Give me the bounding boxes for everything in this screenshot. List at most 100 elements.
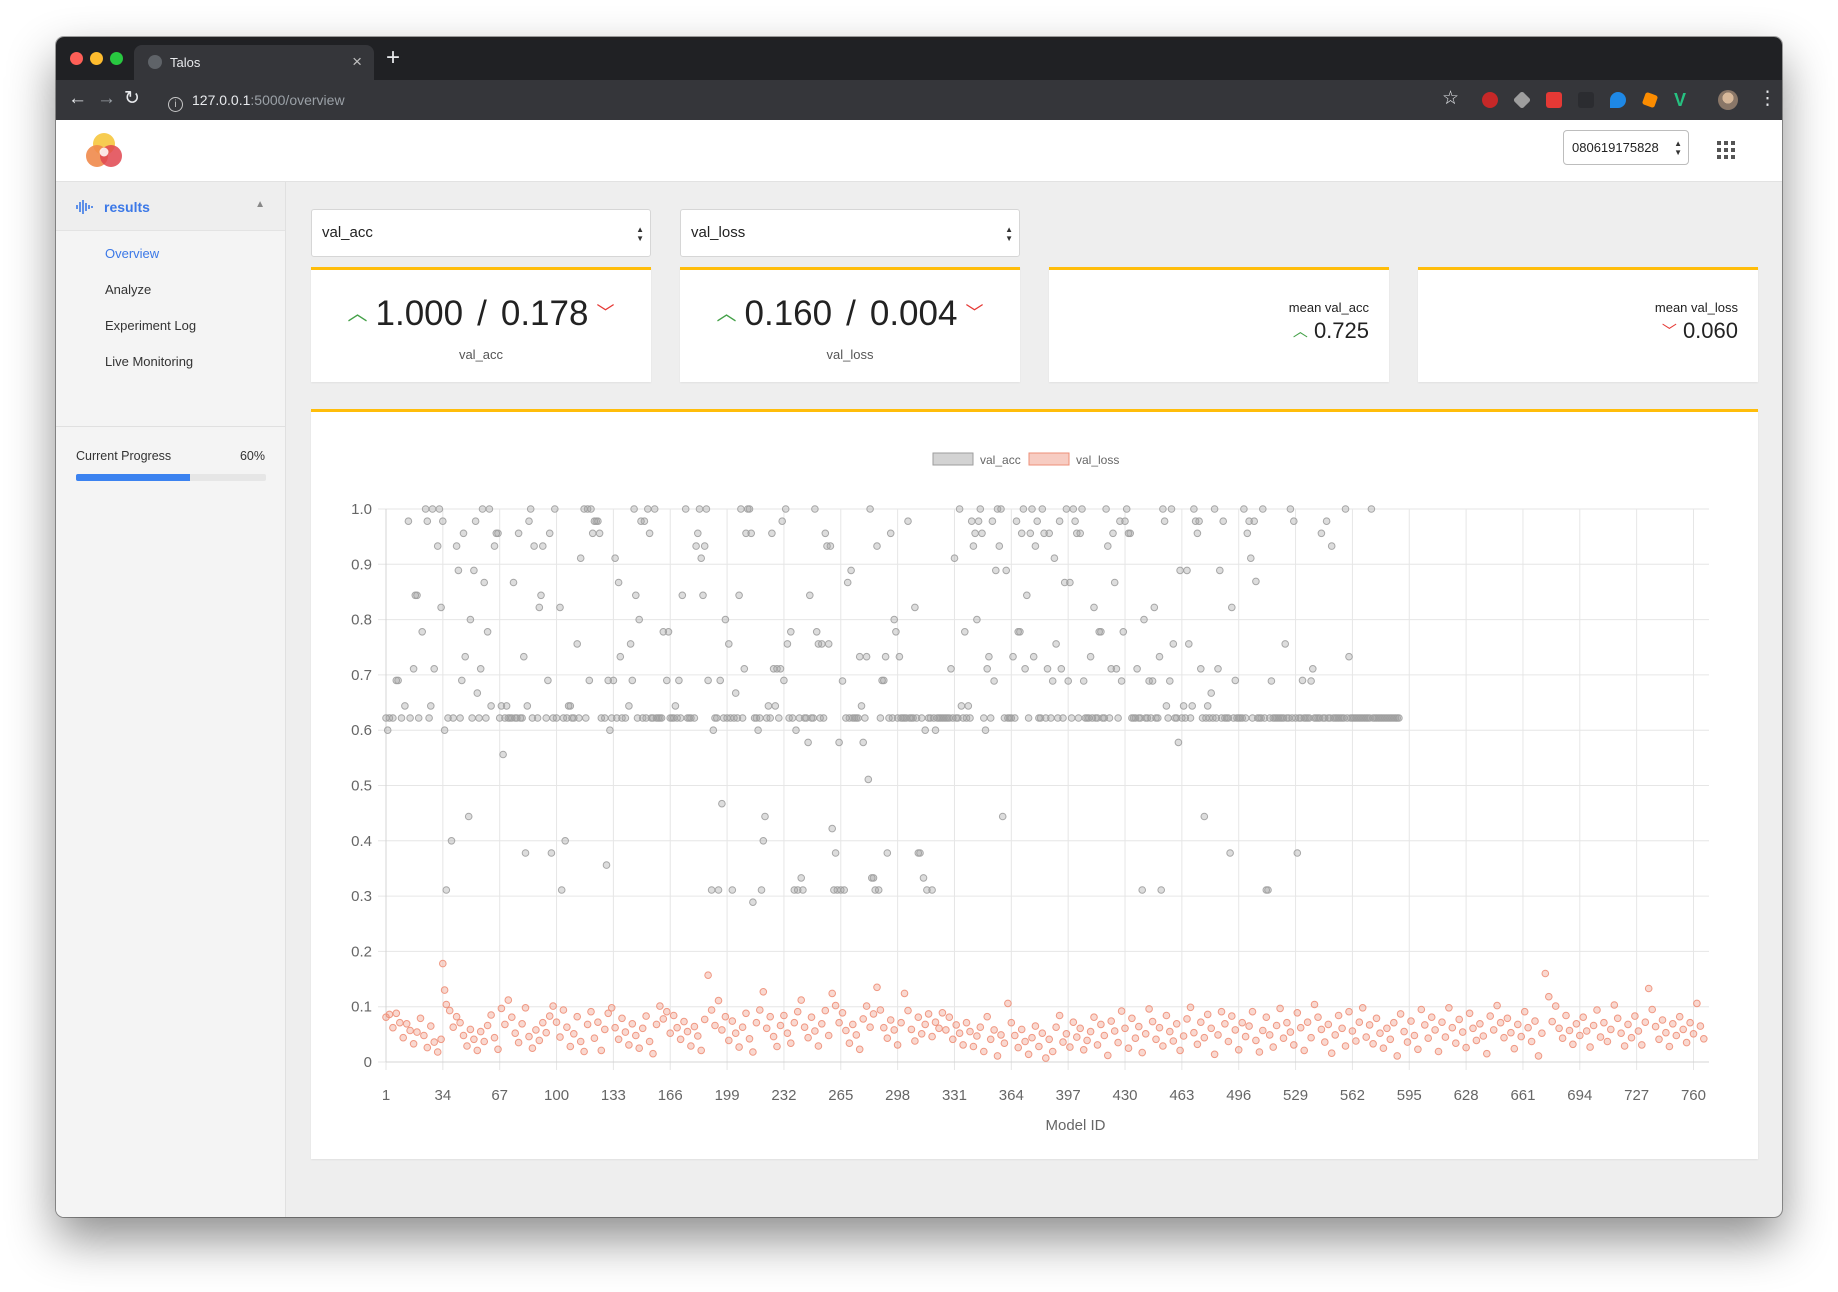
val-loss-point: [711, 1021, 719, 1030]
x-tick-label: 397: [1056, 1087, 1081, 1104]
reload-icon[interactable]: ↻: [124, 88, 140, 109]
address-bar[interactable]: i 127.0.0.1:5000/overview: [168, 88, 345, 112]
menu-kebab-icon[interactable]: ⋮: [1758, 88, 1777, 109]
val-loss-point: [480, 1037, 488, 1046]
val-acc-point: [1245, 517, 1253, 525]
val-loss-point: [1421, 1021, 1429, 1029]
val-loss-point: [532, 1026, 540, 1034]
val-loss-point: [1548, 1017, 1556, 1026]
val-loss-point: [680, 1017, 688, 1026]
val-loss-point: [1579, 1013, 1587, 1022]
val-acc-point: [738, 714, 747, 722]
val-loss-point: [656, 1002, 664, 1010]
val-loss-point: [1624, 1020, 1632, 1029]
new-tab-button[interactable]: +: [386, 44, 401, 71]
val-acc-point: [537, 591, 545, 600]
val-loss-point: [828, 989, 837, 998]
val-loss-point: [1534, 1052, 1543, 1060]
val-loss-point: [921, 1020, 930, 1029]
minimize-window-button[interactable]: [90, 52, 103, 65]
tab-close-icon[interactable]: ×: [352, 52, 362, 71]
val-acc-point: [973, 615, 981, 624]
metric-a-select[interactable]: val_acc ▲ ▼: [311, 209, 651, 257]
y-tick-label: 0.6: [351, 722, 372, 739]
mean-val-loss-label: mean val_loss: [1654, 300, 1738, 315]
val-loss-point: [683, 1027, 692, 1036]
maximize-window-button[interactable]: [110, 52, 123, 65]
moon-extension-icon[interactable]: [1578, 92, 1594, 108]
val-acc-point: [1028, 505, 1036, 513]
val-loss-point: [1317, 1025, 1326, 1034]
val-acc-point: [449, 714, 457, 722]
experiment-select[interactable]: 080619175828 ▲ ▼: [1563, 130, 1689, 165]
val-loss-point: [1017, 1025, 1026, 1034]
sidebar-item-analyze[interactable]: Analyze: [105, 282, 152, 297]
results-section-toggle[interactable]: results ▲: [56, 182, 285, 231]
val-loss-point: [1262, 1013, 1271, 1022]
val-acc-point: [561, 837, 569, 845]
sidebar-item-overview[interactable]: Overview: [105, 246, 160, 261]
val-loss-point: [628, 1020, 637, 1028]
val-loss-point: [1059, 1038, 1067, 1046]
val-loss-point: [1217, 1007, 1226, 1016]
val-loss-point: [442, 1000, 451, 1009]
val-acc-point: [1188, 702, 1197, 710]
val-acc-point: [1017, 529, 1026, 538]
val-acc-point: [1203, 702, 1212, 710]
val-acc-point: [1183, 566, 1191, 575]
plus-extension-icon[interactable]: [1546, 92, 1562, 108]
v-extension-icon[interactable]: V: [1674, 90, 1687, 110]
val-acc-point: [428, 505, 437, 513]
info-icon[interactable]: i: [168, 97, 183, 112]
mean-val-loss-card: mean val_loss ﹀ 0.060: [1418, 267, 1758, 382]
val-loss-point: [1431, 1026, 1439, 1034]
val-loss-point: [545, 1012, 554, 1020]
val-loss-point: [935, 1024, 943, 1033]
val-acc-point: [947, 664, 955, 673]
val-loss-point: [1613, 1014, 1622, 1023]
profile-avatar[interactable]: [1718, 90, 1738, 110]
val-loss-point: [1245, 1022, 1253, 1030]
val-acc-point: [454, 566, 463, 575]
val-acc-point: [585, 676, 594, 685]
val-loss-point: [1610, 1001, 1619, 1009]
val-loss-point: [632, 1031, 640, 1040]
val-acc-point: [776, 664, 785, 673]
val-acc-point: [745, 505, 754, 513]
progress-label: Current Progress: [76, 449, 172, 463]
shield-extension-icon[interactable]: [1610, 92, 1626, 108]
val-loss-point: [663, 1007, 671, 1016]
ublock-extension-icon[interactable]: [1482, 92, 1498, 108]
metric-b-select[interactable]: val_loss ▲ ▼: [680, 209, 1020, 257]
val-loss-point: [1427, 1013, 1436, 1022]
tag-extension-icon[interactable]: [1641, 91, 1659, 109]
val-acc-point: [1012, 517, 1021, 525]
val-loss-point: [859, 1015, 868, 1023]
sidebar-item-live-monitoring[interactable]: Live Monitoring: [105, 354, 194, 369]
val-loss-point: [1269, 1043, 1278, 1051]
val-loss-point: [1290, 1041, 1298, 1049]
sidebar-item-experiment-log[interactable]: Experiment Log: [105, 318, 197, 333]
val-acc-point: [423, 517, 432, 525]
val-acc-point: [1055, 517, 1064, 525]
val-acc-point: [614, 578, 623, 587]
forward-arrow-icon[interactable]: →: [97, 88, 116, 109]
close-window-button[interactable]: [70, 52, 83, 65]
bookmark-star-icon[interactable]: ☆: [1442, 88, 1460, 109]
val-loss-point: [570, 1030, 578, 1038]
val-acc-point: [466, 615, 475, 624]
back-arrow-icon[interactable]: ←: [68, 88, 87, 109]
arrow-down-icon: ﹀: [965, 303, 984, 323]
apps-grid-icon[interactable]: [1717, 141, 1735, 159]
drive-extension-icon[interactable]: [1512, 90, 1532, 110]
val-loss-point: [721, 1012, 730, 1021]
progress-bar-fill: [76, 474, 190, 481]
browser-tab[interactable]: Talos ×: [134, 45, 374, 80]
val-acc-point: [957, 702, 966, 710]
val-loss-point: [914, 1013, 923, 1022]
x-tick-label: 34: [435, 1087, 452, 1104]
val-loss-point: [476, 1027, 485, 1036]
val-loss-point: [924, 1010, 933, 1018]
val-loss-point: [1414, 1045, 1422, 1054]
y-tick-label: 1.0: [351, 501, 372, 518]
